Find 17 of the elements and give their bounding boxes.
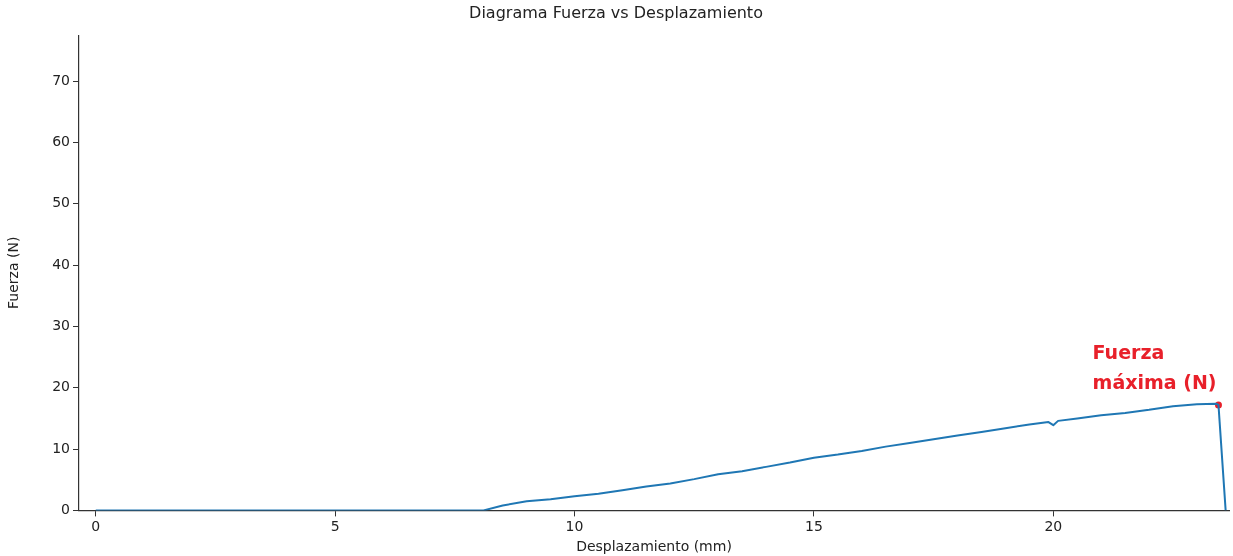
y-tick-label: 50 xyxy=(52,194,70,211)
x-axis-title: Desplazamiento (mm) xyxy=(576,538,732,555)
y-tick-label: 0 xyxy=(61,501,70,518)
x-tick-label: 10 xyxy=(565,518,584,535)
y-tick-label: 10 xyxy=(52,439,70,456)
y-axis-title: Fuerza (N) xyxy=(5,236,22,309)
y-tick-label: 70 xyxy=(52,71,70,88)
chart-title: Diagrama Fuerza vs Desplazamiento xyxy=(469,2,763,22)
y-tick-label: 30 xyxy=(52,317,70,334)
y-tick-label: 40 xyxy=(52,255,70,272)
y-tick-label: 60 xyxy=(52,133,70,150)
x-tick-label: 15 xyxy=(804,518,823,535)
x-tick-label: 5 xyxy=(330,518,340,535)
y-tick-label: 20 xyxy=(52,378,70,395)
x-tick-label: 20 xyxy=(1044,518,1063,535)
annotation: Fuerza máxima (N) xyxy=(1092,340,1217,393)
x-tick-label: 0 xyxy=(91,518,101,535)
